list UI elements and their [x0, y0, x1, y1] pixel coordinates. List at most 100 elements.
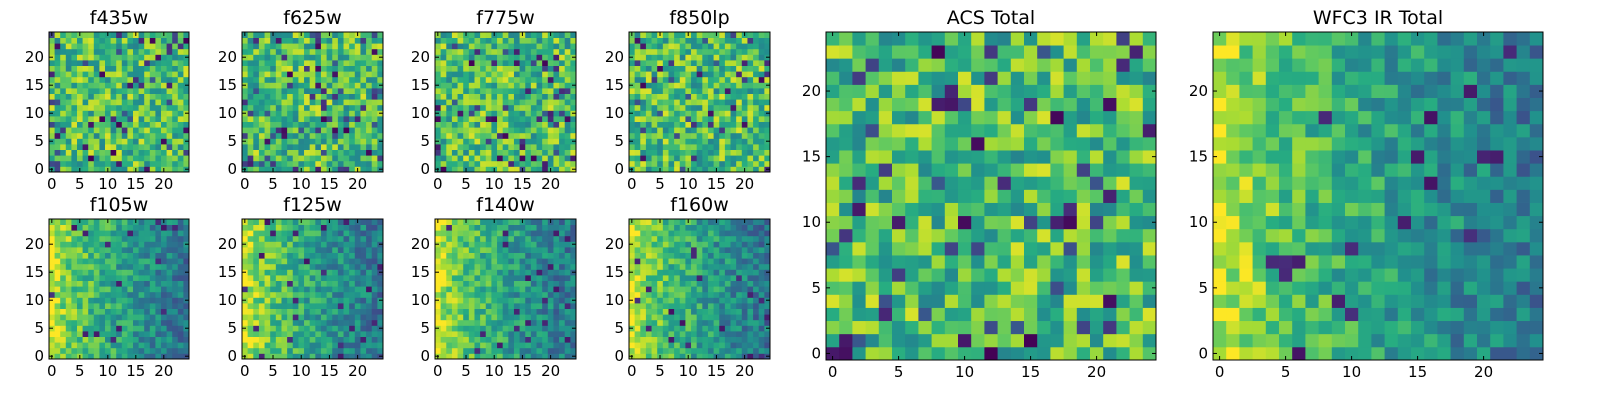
heatmap-cell	[724, 342, 731, 349]
heatmap-cell	[564, 65, 571, 72]
heatmap-cell	[634, 160, 641, 167]
heatmap-cell	[183, 155, 190, 162]
heatmap-cell	[530, 88, 537, 94]
heatmap-cell	[668, 88, 675, 94]
heatmap-cell	[49, 65, 55, 72]
heatmap-cell	[547, 297, 554, 304]
heatmap-cell	[674, 121, 681, 128]
heatmap-cell	[82, 166, 89, 173]
heatmap-cell	[360, 71, 367, 78]
heatmap-cell	[662, 71, 669, 78]
heatmap-cell	[116, 263, 123, 270]
heatmap-cell	[343, 160, 350, 167]
heatmap-cell	[354, 104, 361, 111]
heatmap-cell	[275, 297, 282, 304]
heatmap-cell	[242, 144, 249, 150]
heatmap-cell	[371, 280, 378, 287]
heatmap-cell	[71, 286, 78, 293]
heatmap-cell	[304, 291, 311, 298]
heatmap-cell	[629, 99, 636, 106]
heatmap-cell	[258, 286, 265, 293]
heatmap-cell	[49, 43, 55, 50]
heatmap-cell	[536, 325, 543, 332]
heatmap-cell	[564, 99, 571, 106]
heatmap-cell	[440, 280, 447, 287]
heatmap-cell	[651, 93, 658, 100]
heatmap-cell	[536, 235, 543, 242]
heatmap-cell	[451, 166, 458, 173]
heatmap-cell	[332, 93, 339, 100]
heatmap-cell	[564, 230, 571, 237]
heatmap-cell	[161, 303, 167, 309]
heatmap-cell	[93, 48, 100, 55]
heatmap-cell	[172, 48, 179, 55]
heatmap-cell	[513, 308, 520, 315]
heatmap-cell	[696, 43, 703, 50]
heatmap-cell	[121, 149, 128, 156]
heatmap-cell	[366, 43, 373, 50]
heatmap-cell	[105, 155, 111, 162]
heatmap-cell	[662, 138, 669, 145]
heatmap-cell	[133, 93, 139, 100]
heatmap-cell	[349, 247, 356, 253]
heatmap-cell	[463, 121, 470, 128]
heatmap-cell	[559, 297, 566, 304]
heatmap-cell	[463, 325, 470, 332]
heatmap-cell	[275, 291, 282, 298]
heatmap-cell	[183, 247, 190, 253]
heatmap-cell	[253, 275, 260, 281]
heatmap-cell	[674, 37, 681, 44]
heatmap-cell	[281, 353, 288, 360]
heatmap-cell	[497, 71, 504, 78]
heatmap-cell	[547, 110, 554, 117]
heatmap-cell	[668, 336, 675, 343]
heatmap-cell	[707, 155, 714, 162]
heatmap-cell	[702, 347, 709, 354]
heatmap-cell	[99, 132, 106, 139]
heatmap-cell	[559, 308, 566, 315]
heatmap-cell	[668, 155, 675, 162]
heatmap-cell	[451, 121, 458, 128]
heatmap-cell	[640, 275, 647, 281]
heatmap-cell	[679, 160, 686, 167]
heatmap-cell	[707, 43, 714, 50]
heatmap-cell	[82, 48, 89, 55]
heatmap-cell	[110, 76, 117, 83]
heatmap-cell	[349, 342, 356, 349]
heatmap-cell	[542, 121, 549, 128]
heatmap-cell	[343, 347, 350, 354]
heatmap-cell	[77, 263, 83, 270]
heatmap-cell	[536, 319, 543, 326]
heatmap-cell	[696, 155, 703, 162]
heatmap-cell	[116, 110, 123, 117]
heatmap-cell	[258, 308, 265, 315]
heatmap-cell	[513, 127, 520, 134]
heatmap-cell	[764, 48, 771, 55]
heatmap-cell	[542, 275, 549, 281]
heatmap-cell	[161, 235, 167, 242]
heatmap-cell	[474, 286, 481, 293]
heatmap-cell	[685, 347, 692, 354]
heatmap-cell	[354, 127, 361, 134]
heatmap-cell	[724, 286, 731, 293]
heatmap-cell	[121, 76, 128, 83]
heatmap-cell	[138, 116, 145, 122]
heatmap-cell	[668, 297, 675, 304]
heatmap-cell	[451, 269, 458, 276]
heatmap-cell	[309, 155, 316, 162]
heatmap-cell	[121, 219, 128, 225]
heatmap-cell	[309, 263, 316, 270]
heatmap-cell	[542, 219, 549, 225]
heatmap-cell	[110, 127, 117, 134]
heatmap-cell	[451, 127, 458, 134]
heatmap-cell	[337, 269, 344, 276]
heatmap-cell	[640, 291, 647, 298]
heatmap-cell	[127, 353, 134, 360]
heatmap-cell	[149, 93, 156, 100]
heatmap-cell	[343, 104, 350, 111]
heatmap-cell	[366, 48, 373, 55]
heatmap-cell	[668, 325, 675, 332]
heatmap-cell	[377, 121, 384, 128]
heatmap-cell	[242, 149, 249, 156]
heatmap-cell	[133, 48, 139, 55]
